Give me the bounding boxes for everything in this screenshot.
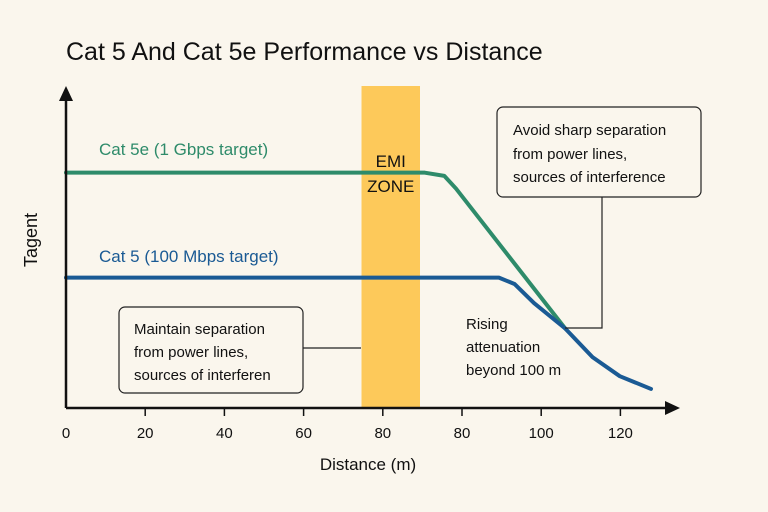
annotation-maintain-line1: Maintain separation: [134, 321, 265, 338]
x-tick-label: 0: [62, 425, 70, 442]
annotation-rising-line2: attenuation: [466, 339, 540, 356]
annotation-leader-avoid: [565, 197, 603, 329]
emi-zone-label-line2: ZONE: [367, 177, 414, 196]
x-axis-arrow-icon: [665, 401, 680, 415]
x-tick-label: 80: [374, 425, 391, 442]
series-line-1: [64, 275, 653, 391]
x-tick-label: 120: [608, 425, 633, 442]
annotation-rising-line1: Rising: [466, 316, 508, 333]
series-label-cat5e: Cat 5e (1 Gbps target): [99, 140, 268, 159]
annotation-box-avoid: [496, 106, 702, 198]
annotation-box-maintain: [118, 306, 304, 394]
chart-title: Cat 5 And Cat 5e Performance vs Distance: [66, 38, 543, 66]
annotation-avoid-line2: from power lines,: [513, 146, 627, 163]
emi-zone-label-line1: EMI: [376, 152, 406, 171]
x-tick-label: 20: [137, 425, 154, 442]
x-axis-label: Distance (m): [320, 455, 416, 474]
x-tick-label: 100: [529, 425, 554, 442]
y-axis-label: Tagent: [21, 213, 41, 267]
emi-zone-band: [361, 86, 420, 409]
annotation-avoid-line3: sources of interference: [513, 169, 666, 186]
x-tick-label: 40: [216, 425, 233, 442]
annotation-maintain-line3: sources of interferen: [134, 367, 271, 384]
series-line-0: [64, 170, 568, 331]
x-tick-label: 60: [295, 425, 312, 442]
annotation-avoid-line1: Avoid sharp separation: [513, 122, 666, 139]
series-label-cat5: Cat 5 (100 Mbps target): [99, 247, 279, 266]
annotation-maintain-line2: from power lines,: [134, 344, 248, 361]
y-axis-arrow-icon: [59, 86, 73, 101]
x-tick-label: 80: [454, 425, 471, 442]
annotation-rising-line3: beyond 100 m: [466, 362, 561, 379]
